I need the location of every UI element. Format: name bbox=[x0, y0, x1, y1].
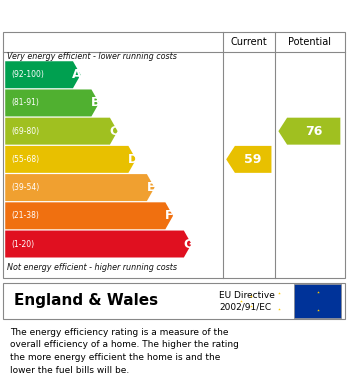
Text: C: C bbox=[110, 125, 119, 138]
Polygon shape bbox=[5, 202, 173, 229]
Polygon shape bbox=[5, 231, 191, 258]
Polygon shape bbox=[5, 90, 99, 117]
Polygon shape bbox=[5, 174, 155, 201]
Polygon shape bbox=[5, 118, 118, 145]
Text: 2002/91/EC: 2002/91/EC bbox=[219, 303, 271, 312]
Text: (81-91): (81-91) bbox=[11, 99, 39, 108]
Text: (21-38): (21-38) bbox=[11, 211, 39, 220]
Text: Very energy efficient - lower running costs: Very energy efficient - lower running co… bbox=[7, 52, 177, 61]
Bar bbox=[294, 284, 341, 318]
Text: EU Directive: EU Directive bbox=[219, 291, 275, 300]
Text: A: A bbox=[72, 68, 82, 81]
Text: Energy Efficiency Rating: Energy Efficiency Rating bbox=[10, 7, 220, 23]
Text: (55-68): (55-68) bbox=[11, 155, 40, 164]
Polygon shape bbox=[5, 146, 136, 173]
Text: 76: 76 bbox=[305, 125, 322, 138]
Text: The energy efficiency rating is a measure of the
overall efficiency of a home. T: The energy efficiency rating is a measur… bbox=[10, 328, 239, 375]
Text: (69-80): (69-80) bbox=[11, 127, 40, 136]
Text: D: D bbox=[127, 153, 138, 166]
Text: (92-100): (92-100) bbox=[11, 70, 44, 79]
Text: (39-54): (39-54) bbox=[11, 183, 40, 192]
Bar bbox=[3, 283, 345, 319]
Polygon shape bbox=[5, 61, 81, 88]
Text: B: B bbox=[91, 97, 101, 109]
Text: F: F bbox=[165, 209, 174, 222]
Text: Current: Current bbox=[230, 37, 267, 47]
Polygon shape bbox=[226, 146, 271, 173]
Text: Not energy efficient - higher running costs: Not energy efficient - higher running co… bbox=[7, 263, 177, 272]
Text: England & Wales: England & Wales bbox=[14, 294, 158, 308]
Polygon shape bbox=[278, 118, 340, 145]
Text: E: E bbox=[147, 181, 155, 194]
Text: (1-20): (1-20) bbox=[11, 240, 34, 249]
Text: G: G bbox=[183, 237, 193, 251]
Text: Potential: Potential bbox=[288, 37, 331, 47]
Text: 59: 59 bbox=[245, 153, 262, 166]
